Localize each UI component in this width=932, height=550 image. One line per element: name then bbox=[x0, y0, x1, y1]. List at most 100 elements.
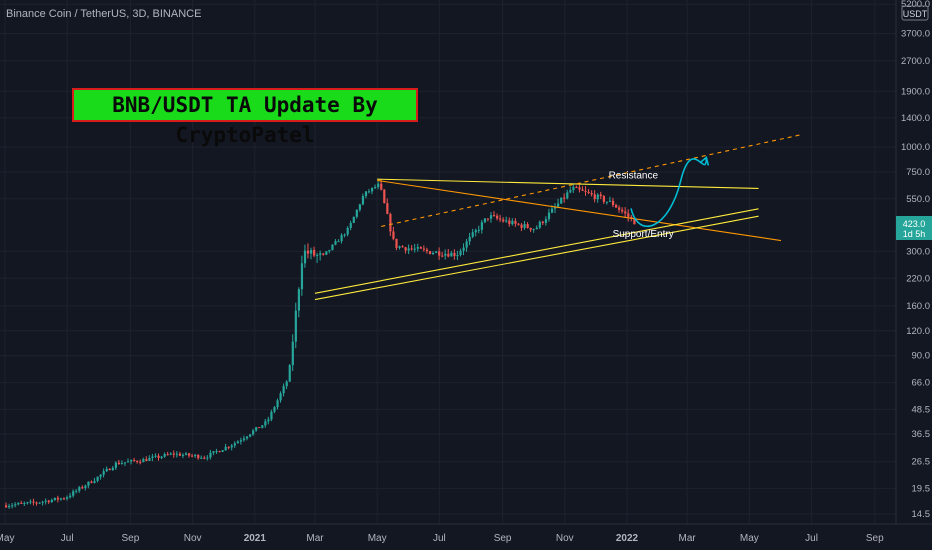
candle-down bbox=[590, 193, 593, 195]
candle-up bbox=[75, 490, 78, 492]
candle-up bbox=[11, 505, 14, 507]
candle-down bbox=[392, 231, 395, 239]
candle-down bbox=[81, 487, 84, 489]
candle-up bbox=[163, 454, 166, 457]
y-tick-label: 1000.0 bbox=[901, 142, 930, 153]
candle-up bbox=[282, 386, 285, 394]
candle-down bbox=[428, 251, 432, 255]
candle-up bbox=[358, 204, 361, 210]
y-tick-label: 120.0 bbox=[906, 326, 930, 337]
candle-up bbox=[560, 197, 563, 204]
candle-down bbox=[35, 502, 38, 504]
candle-up bbox=[483, 218, 487, 223]
headline-banner: BNB/USDT TA Update By CryptoPatel bbox=[72, 88, 418, 147]
candle-up bbox=[361, 196, 365, 205]
y-tick-label: 14.5 bbox=[912, 509, 931, 520]
y-tick-label: 26.5 bbox=[912, 457, 931, 468]
candle-down bbox=[172, 453, 175, 455]
candle-up bbox=[474, 230, 477, 233]
y-axis: 5200.0 3700.0 2700.0 1900.0 1400.0 1000.0 750.… bbox=[901, 0, 930, 520]
candle-up bbox=[465, 241, 468, 248]
x-tick-label: Mar bbox=[679, 533, 697, 544]
candle-up bbox=[212, 451, 215, 453]
candle-up bbox=[300, 263, 304, 290]
candle-down bbox=[541, 221, 544, 223]
candle-up bbox=[194, 455, 197, 457]
symbol-title[interactable]: Binance Coin / TetherUS, 3D, BINANCE bbox=[6, 8, 202, 20]
projection-curve bbox=[630, 157, 708, 228]
candle-up bbox=[608, 200, 612, 202]
candle-up bbox=[285, 381, 288, 387]
currency-badge[interactable]: USDT bbox=[903, 9, 928, 19]
candle-down bbox=[188, 453, 191, 456]
candle-up bbox=[221, 450, 224, 452]
candle-up bbox=[78, 487, 81, 491]
y-tick-label: 19.5 bbox=[912, 483, 931, 494]
y-tick-label: 1900.0 bbox=[901, 86, 930, 97]
candle-up bbox=[477, 229, 480, 231]
candle-down bbox=[139, 461, 142, 463]
candle-up bbox=[120, 463, 124, 465]
candle-up bbox=[337, 241, 340, 243]
y-tick-label: 5200.0 bbox=[901, 0, 930, 10]
candle-up bbox=[154, 455, 157, 457]
y-tick-label: 550.0 bbox=[906, 194, 930, 205]
candle-up bbox=[294, 310, 297, 342]
candle-up bbox=[459, 250, 462, 255]
candle-up bbox=[346, 227, 349, 235]
x-tick-label: May bbox=[0, 533, 14, 544]
x-tick-label: 2021 bbox=[244, 533, 267, 544]
candle-up bbox=[303, 250, 307, 264]
candle-up bbox=[184, 453, 188, 455]
x-tick-label: May bbox=[368, 533, 387, 544]
candle-up bbox=[169, 453, 172, 455]
candle-up bbox=[111, 467, 114, 471]
candle-down bbox=[218, 451, 221, 453]
candle-up bbox=[270, 411, 273, 420]
candle-down bbox=[526, 224, 529, 228]
candle-down bbox=[313, 250, 316, 256]
projection-arrowhead bbox=[699, 156, 710, 166]
candle-up bbox=[151, 456, 154, 459]
candle-up bbox=[291, 341, 294, 366]
candle-up bbox=[566, 192, 569, 199]
candle-down bbox=[90, 481, 93, 483]
candle-up bbox=[572, 187, 575, 191]
candle-up bbox=[450, 252, 453, 257]
y-tick-label: 750.0 bbox=[906, 167, 930, 178]
projection-arrow bbox=[630, 156, 710, 228]
candle-down bbox=[133, 459, 136, 461]
candle-down bbox=[258, 427, 261, 429]
y-tick-label: 48.5 bbox=[912, 404, 931, 415]
candle-down bbox=[322, 253, 325, 255]
y-tick-label: 3700.0 bbox=[901, 29, 930, 40]
candle-down bbox=[563, 197, 566, 199]
candle-down bbox=[578, 187, 581, 190]
candle-down bbox=[401, 246, 404, 248]
candle-up bbox=[511, 220, 514, 225]
candle-down bbox=[425, 249, 429, 252]
resistance-label: Resistance bbox=[609, 170, 659, 181]
candle-up bbox=[209, 452, 212, 458]
candle-up bbox=[239, 440, 243, 442]
candle-up bbox=[236, 441, 239, 444]
trendline bbox=[314, 215, 759, 301]
candle-up bbox=[38, 502, 41, 504]
candle-up bbox=[105, 468, 108, 472]
candle-up bbox=[371, 187, 374, 192]
candle-down bbox=[145, 459, 148, 461]
candle-up bbox=[398, 246, 401, 248]
candle-up bbox=[352, 216, 355, 223]
candle-up bbox=[310, 250, 313, 254]
candle-down bbox=[447, 253, 450, 257]
candle-up bbox=[102, 471, 105, 475]
candle-up bbox=[435, 251, 438, 253]
candle-up bbox=[349, 222, 352, 228]
candle-down bbox=[389, 213, 392, 232]
candle-up bbox=[264, 421, 267, 426]
candle-down bbox=[508, 220, 511, 225]
candle-down bbox=[197, 455, 200, 459]
